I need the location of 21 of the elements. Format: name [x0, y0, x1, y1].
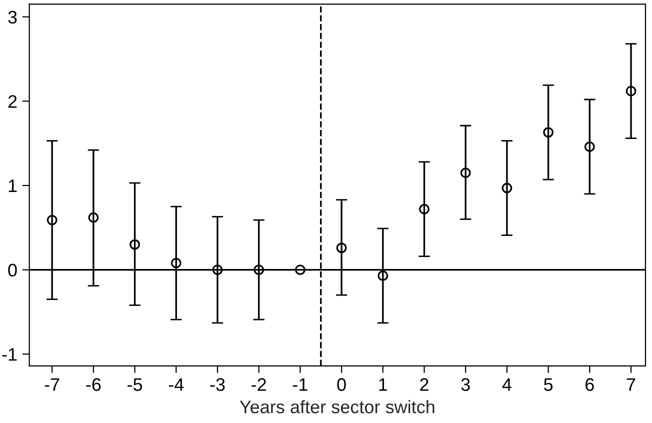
x-tick-label: 5 [544, 378, 553, 391]
y-tick-label: 3 [8, 10, 17, 24]
y-tick-label: 2 [8, 95, 17, 108]
y-tick-label: 0 [8, 264, 17, 277]
x-tick-label: -4 [168, 378, 184, 391]
x-tick-label: -3 [210, 378, 225, 391]
x-tick-label: -7 [44, 378, 60, 391]
y-tick-label: 1 [8, 180, 17, 192]
x-tick-label: 7 [626, 378, 636, 391]
x-axis-title: Years after sector switch [240, 400, 434, 414]
x-tick-label: -2 [252, 378, 266, 391]
x-tick-label: 6 [586, 378, 594, 391]
x-tick-label: 1 [379, 378, 388, 391]
x-tick-label: -1 [292, 378, 308, 391]
x-tick-label: 4 [502, 378, 512, 391]
x-tick-label: 0 [337, 378, 346, 391]
x-tick-label: -5 [128, 378, 142, 391]
x-tick-label: 2 [420, 378, 428, 391]
y-tick-label: -1 [2, 348, 17, 361]
x-tick-label: -6 [86, 378, 101, 391]
x-tick-label: 3 [461, 378, 470, 391]
